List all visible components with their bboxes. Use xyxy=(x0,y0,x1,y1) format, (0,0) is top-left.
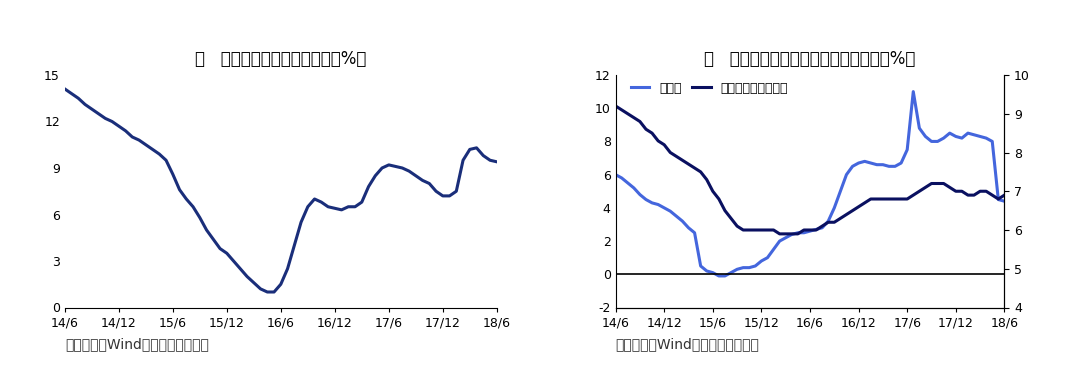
Title: 图   房地产投资累计同比增速（%）: 图 房地产投资累计同比增速（%） xyxy=(195,50,366,68)
Text: 资料来源：Wind，海通证券研究所: 资料来源：Wind，海通证券研究所 xyxy=(616,338,759,351)
Title: 图   工业增加值与发电量累计同比增速（%）: 图 工业增加值与发电量累计同比增速（%） xyxy=(704,50,916,68)
Text: 资料来源：Wind，海通证券研究所: 资料来源：Wind，海通证券研究所 xyxy=(65,338,208,351)
Legend: 发电量, 工业增加值（右轴）: 发电量, 工业增加值（右轴） xyxy=(625,76,793,100)
